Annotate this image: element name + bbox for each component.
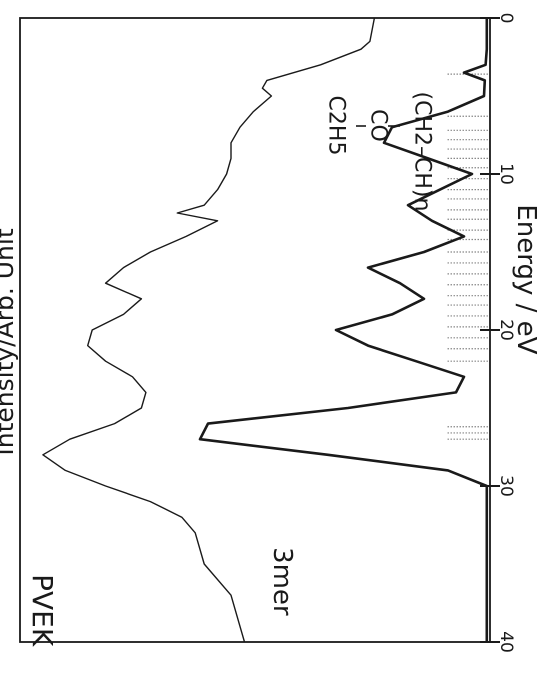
- formula-group-co: CO: [366, 109, 391, 142]
- stick-spectrum: [446, 73, 488, 440]
- series-lines: [42, 17, 489, 643]
- series-label-3mer: 3mer: [267, 547, 297, 616]
- y-axis-label: Intensity/Arb. Unit: [0, 228, 19, 455]
- axis-ticks: 0 10 20 30 40: [480, 13, 516, 653]
- formula-backbone: (CH2–CH)n: [410, 92, 435, 212]
- series-line-pvek: [42, 17, 376, 643]
- chemical-formula: (CH2–CH)n CO C2H5: [324, 92, 435, 212]
- x-tick-label: 40: [496, 631, 516, 653]
- chart-title: PVEK: [26, 574, 59, 647]
- x-tick-label: 30: [496, 475, 516, 497]
- x-axis-label: Energy / eV: [511, 204, 541, 354]
- x-tick-label: 10: [496, 163, 516, 185]
- x-tick-label: 20: [496, 319, 516, 341]
- series-line-3mer: [198, 18, 489, 642]
- formula-group-c2h5: C2H5: [324, 96, 349, 156]
- x-tick-label: 0: [496, 13, 516, 24]
